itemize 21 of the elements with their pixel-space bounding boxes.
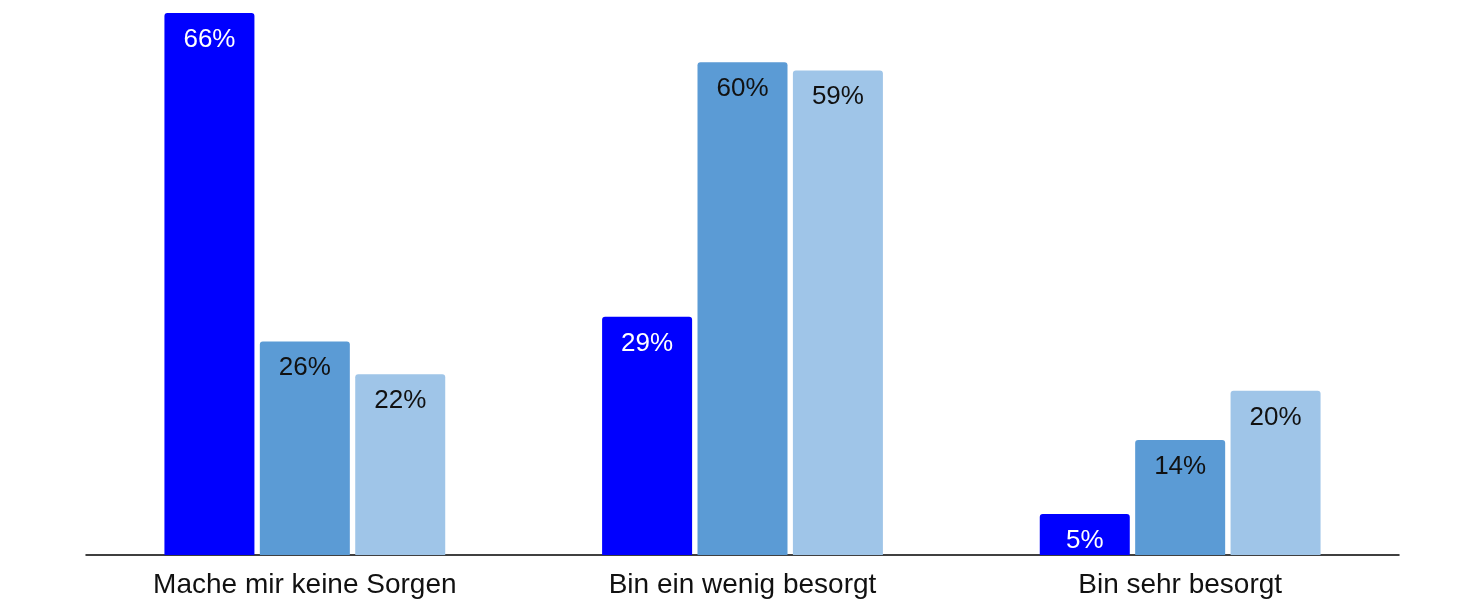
x-tick-label: Bin sehr besorgt [1078, 567, 1283, 599]
bar [697, 62, 788, 555]
bar [259, 341, 350, 555]
x-tick-label: Mache mir keine Sorgen [153, 567, 457, 599]
data-label: 5% [1065, 523, 1104, 554]
bar [164, 13, 255, 555]
x-tick-label: Bin ein wenig besorgt [608, 567, 877, 599]
bar [602, 316, 693, 555]
data-label: 29% [621, 326, 674, 357]
data-label: 22% [374, 384, 427, 415]
bar [1135, 440, 1226, 555]
data-label: 60% [716, 72, 769, 103]
bar [1039, 513, 1130, 555]
bar [355, 374, 446, 555]
data-label: 20% [1249, 400, 1302, 431]
bar [1230, 390, 1321, 555]
data-label: 14% [1154, 450, 1207, 481]
data-label: 66% [183, 23, 236, 53]
bar [792, 70, 883, 555]
data-label: 59% [811, 80, 864, 111]
data-label: 26% [278, 351, 331, 382]
